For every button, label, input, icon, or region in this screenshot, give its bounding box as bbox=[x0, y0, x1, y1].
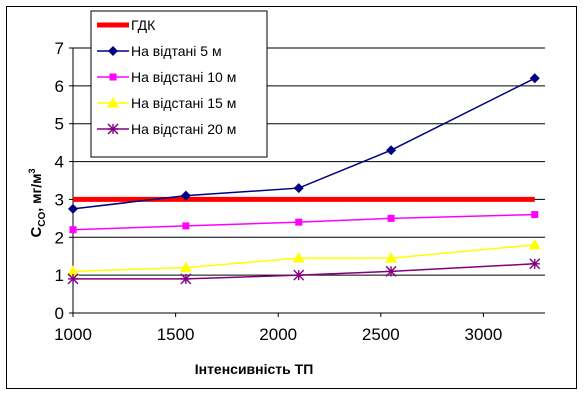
y-tick-label-6: 6 bbox=[55, 77, 64, 96]
legend-label-4: На відстані 20 м bbox=[131, 121, 236, 137]
series-line-4 bbox=[73, 263, 535, 280]
y-tick-label-5: 5 bbox=[55, 115, 64, 134]
y-axis-title-sup: 3 bbox=[27, 168, 37, 173]
data-point-4-3 bbox=[385, 265, 397, 277]
legend-item-4: На відстані 20 м bbox=[97, 121, 236, 137]
data-point-2-3 bbox=[387, 214, 395, 222]
legend-label-3: На відстані 15 м bbox=[131, 95, 236, 111]
legend-marker-2 bbox=[109, 73, 117, 81]
data-point-4-4 bbox=[529, 258, 541, 270]
y-axis-title-main: C bbox=[28, 227, 45, 238]
legend-box bbox=[90, 10, 268, 158]
data-point-4-2 bbox=[293, 269, 305, 281]
x-tick-label-1000: 1000 bbox=[54, 325, 92, 344]
legend-item-3: На відстані 15 м bbox=[97, 95, 236, 111]
y-axis-title: CCO, мг/м3 bbox=[27, 168, 48, 237]
data-point-1-0 bbox=[68, 203, 78, 214]
data-point-3-1 bbox=[179, 261, 192, 273]
legend-marker-4 bbox=[107, 123, 119, 135]
series-3 bbox=[67, 238, 541, 276]
legend-item-2: На відстані 10 м bbox=[97, 69, 236, 85]
data-point-1-3 bbox=[386, 145, 397, 156]
y-tick-label-4: 4 bbox=[55, 153, 64, 172]
data-point-2-0 bbox=[69, 226, 77, 234]
x-tick-label-2000: 2000 bbox=[259, 325, 297, 344]
series-4 bbox=[67, 258, 541, 285]
legend-marker-1 bbox=[108, 46, 118, 56]
legend-label-2: На відстані 10 м bbox=[131, 69, 236, 85]
legend-marker-3 bbox=[107, 97, 119, 108]
data-point-4-0 bbox=[67, 273, 79, 285]
data-point-1-1 bbox=[180, 190, 191, 201]
chart-frame: 0 1 2 3 4 5 6 7 1000 1500 2000 2500 3000 Інтенсивніс… bbox=[6, 6, 577, 389]
series-line-2 bbox=[72, 213, 535, 231]
data-point-1-2 bbox=[293, 183, 304, 194]
data-point-3-4 bbox=[528, 238, 541, 250]
data-point-2-1 bbox=[182, 222, 190, 230]
x-axis-title: Інтенсивність ТП bbox=[195, 361, 314, 377]
data-point-2-4 bbox=[531, 211, 539, 219]
legend-label-1: На відтані 5 м bbox=[131, 43, 222, 59]
y-axis-title-sub: CO bbox=[37, 211, 48, 226]
data-point-4-1 bbox=[180, 273, 192, 285]
series-layer bbox=[67, 73, 541, 285]
legend-item-0: ГДК bbox=[97, 17, 156, 33]
data-point-1-4 bbox=[529, 73, 540, 84]
series-1 bbox=[68, 73, 540, 214]
y-tick-label-1: 1 bbox=[55, 266, 64, 285]
legend-item-1: На відтані 5 м bbox=[97, 43, 222, 59]
data-point-3-2 bbox=[292, 252, 305, 263]
line-chart: 0 1 2 3 4 5 6 7 1000 1500 2000 2500 3000 Інтенсивніс… bbox=[27, 10, 545, 377]
y-tick-label-7: 7 bbox=[55, 39, 64, 58]
x-tick-label-3000: 3000 bbox=[465, 325, 503, 344]
legend: ГДК На відтані 5 м На відстані 10 м На відс… bbox=[90, 10, 268, 158]
tick-labels: 0 1 2 3 4 5 6 7 1000 1500 2000 2500 3000 bbox=[54, 39, 502, 344]
x-tick-label-1500: 1500 bbox=[157, 325, 195, 344]
series-2 bbox=[69, 211, 539, 234]
x-tick-label-2500: 2500 bbox=[362, 325, 400, 344]
legend-label-0: ГДК bbox=[131, 17, 156, 33]
y-tick-label-3: 3 bbox=[55, 190, 64, 209]
y-tick-label-2: 2 bbox=[55, 228, 64, 247]
y-axis-title-unit: , мг/м bbox=[28, 173, 44, 211]
y-tick-label-0: 0 bbox=[55, 304, 64, 323]
data-point-2-2 bbox=[295, 218, 303, 226]
data-point-3-3 bbox=[385, 252, 398, 263]
data-point-3-0 bbox=[67, 265, 79, 276]
